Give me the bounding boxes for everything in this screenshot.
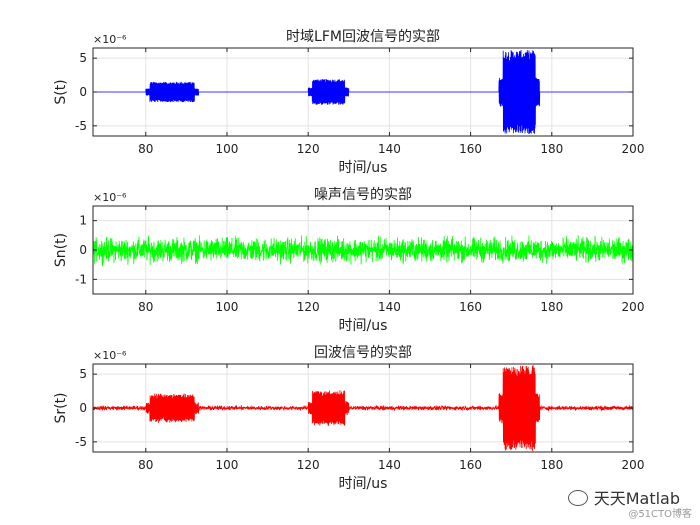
signal-series: [92, 235, 634, 267]
x-axis-label: 时间/us: [339, 160, 388, 176]
x-tick-label: 100: [216, 300, 239, 314]
watermark-subtext: @51CTO博客: [628, 509, 692, 520]
y-axis-label: Sn(t): [53, 233, 69, 267]
x-tick-label: 120: [297, 458, 320, 472]
wechat-icon: [567, 490, 588, 506]
watermark-text: 天天Matlab: [593, 489, 680, 508]
y-tick-label: 0: [79, 85, 87, 99]
y-tick-label: 5: [79, 367, 87, 381]
x-tick-label: 140: [378, 458, 401, 472]
x-tick-label: 140: [378, 142, 401, 156]
x-axis-label: 时间/us: [339, 476, 388, 492]
x-tick-label: 120: [297, 142, 320, 156]
x-tick-label: 180: [540, 300, 563, 314]
y-tick-label: 1: [79, 214, 87, 228]
x-tick-label: 100: [216, 142, 239, 156]
x-tick-label: 140: [378, 300, 401, 314]
x-tick-label: 80: [138, 142, 153, 156]
x-tick-label: 100: [216, 458, 239, 472]
exponent-label: ×10⁻⁶: [93, 33, 127, 46]
x-tick-label: 160: [459, 300, 482, 314]
subplot-1: 80 100 120 140 160 180 200 -5 0 5 ×10⁻⁶ 时域LFM回波信号的实…: [53, 29, 644, 176]
watermark: 天天Matlab: [567, 485, 680, 509]
subplot-2: 80 100 120 140 160 180 200 -1 0 1 ×10⁻⁶ 噪声信号的实部时间/u…: [53, 187, 644, 334]
x-tick-label: 160: [459, 458, 482, 472]
y-tick-label: 0: [79, 243, 87, 257]
y-tick-label: 0: [79, 401, 87, 415]
signal-series: [92, 365, 634, 452]
y-tick-label: -1: [75, 272, 87, 286]
subplots: 80 100 120 140 160 180 200-505×10⁻⁶ 时域LFM回波信号的实…: [53, 29, 644, 492]
y-tick-label: 5: [79, 51, 87, 65]
x-tick-label: 180: [540, 458, 563, 472]
x-tick-label: 200: [622, 300, 645, 314]
x-tick-label: 160: [459, 142, 482, 156]
x-tick-label: 200: [622, 142, 645, 156]
x-tick-label: 120: [297, 300, 320, 314]
x-tick-label: 80: [138, 458, 153, 472]
y-tick-label: -5: [75, 119, 87, 133]
y-axis-label: Sr(t): [53, 392, 69, 423]
chart-title: 时域LFM回波信号的实部: [286, 29, 440, 45]
x-axis-label: 时间/us: [339, 318, 388, 334]
x-tick-label: 180: [540, 142, 563, 156]
x-tick-label: 200: [622, 458, 645, 472]
exponent-label: ×10⁻⁶: [93, 191, 127, 204]
x-tick-label: 80: [138, 300, 153, 314]
chart-title: 噪声信号的实部: [314, 187, 412, 203]
exponent-label: ×10⁻⁶: [93, 349, 127, 362]
chart-title: 回波信号的实部: [314, 345, 412, 361]
signal-series: [93, 50, 633, 134]
y-tick-label: -5: [75, 435, 87, 449]
subplot-3: 80 100 120 140 160 180 200 -5 0 5 ×10⁻⁶ 回波信号的实部时间/u…: [53, 345, 644, 492]
y-axis-label: S(t): [53, 79, 69, 104]
